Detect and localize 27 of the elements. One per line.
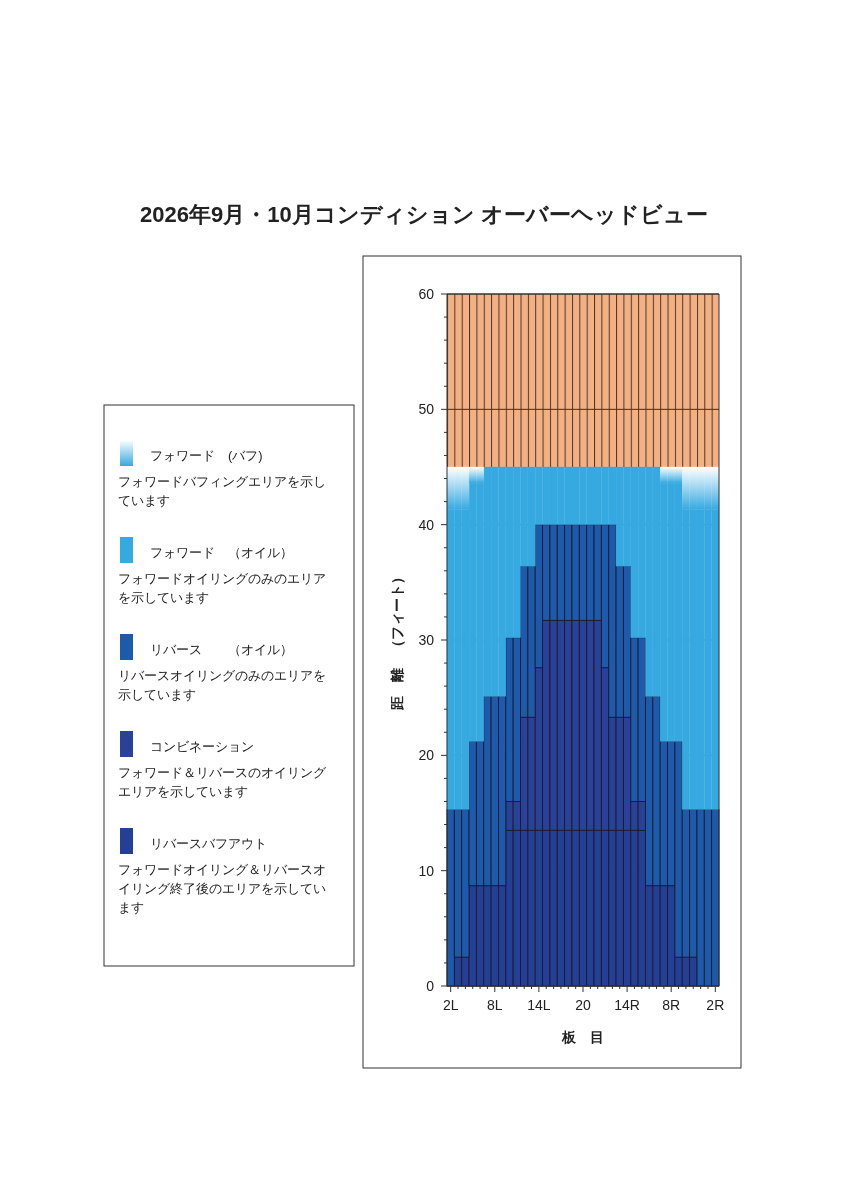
text: リバースオイリングのみのエリアを示しています	[118, 668, 326, 702]
x-tick-label: 20	[575, 997, 591, 1013]
chart-title: 2026年9月・10月コンディション オーバーヘッドビュー	[140, 202, 708, 227]
legend-label: フォワード (バフ)	[150, 448, 263, 463]
legend-label: リバースバフアウト	[150, 836, 267, 851]
text: フォワードオイリングのみのエリアを示しています	[118, 571, 326, 605]
x-tick-label: 14R	[614, 997, 640, 1013]
x-tick-label: 14L	[527, 997, 551, 1013]
y-axis-title: 距 離 （フィート）	[389, 570, 405, 711]
y-tick-label: 10	[418, 862, 435, 879]
text: フォワード＆リバースのオイリングエリアを示しています	[118, 765, 326, 799]
legend-label: フォワード （オイル）	[150, 545, 293, 560]
y-tick-label: 0	[426, 978, 435, 994]
y-tick-label: 20	[418, 747, 435, 764]
x-tick-label: 2L	[442, 997, 459, 1013]
x-tick-label: 2R	[706, 997, 725, 1013]
legend-label: リバース （オイル）	[150, 642, 293, 657]
x-axis-title: 板 目	[561, 1029, 604, 1045]
x-tick-label: 8L	[486, 997, 503, 1013]
text: フォワードバフィングエリアを示しています	[118, 474, 326, 508]
y-tick-label: 30	[418, 632, 435, 648]
y-tick-label: 40	[418, 516, 435, 533]
legend-label: コンビネーション	[150, 739, 254, 754]
x-tick-label: 8R	[662, 997, 681, 1013]
text: フォワードオイリング＆リバースオイリング終了後のエリアを示しています	[118, 862, 326, 915]
y-tick-label: 60	[418, 286, 435, 302]
y-tick-label: 50	[418, 401, 435, 418]
